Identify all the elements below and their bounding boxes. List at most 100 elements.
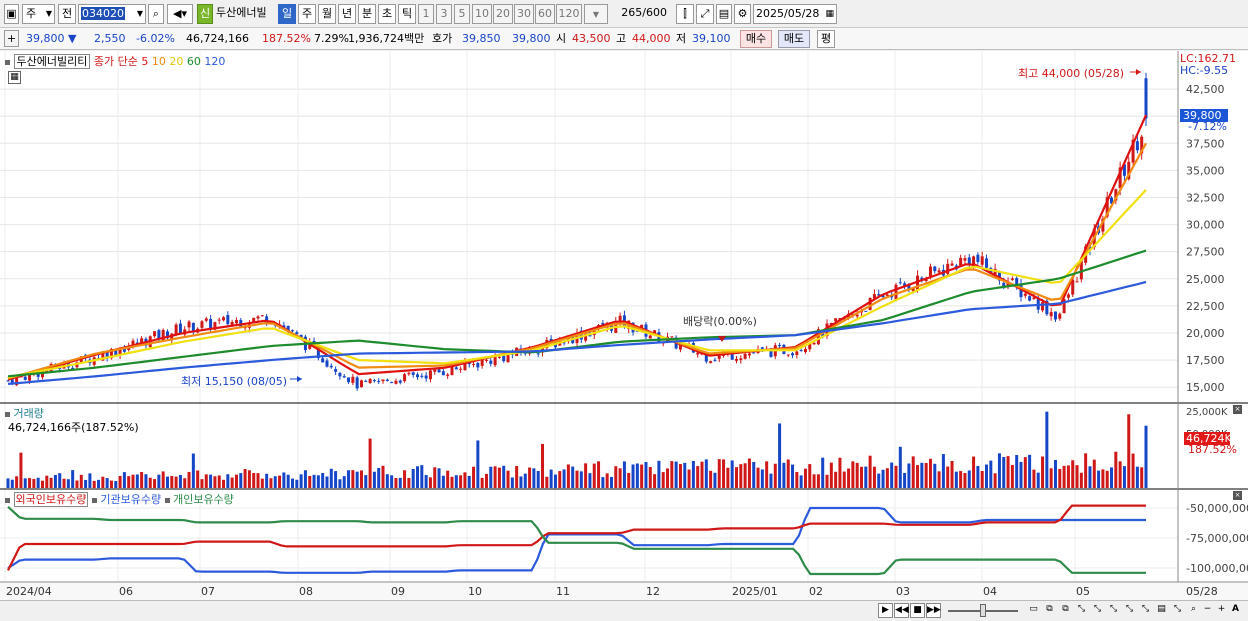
candle-body	[291, 330, 294, 332]
y-tick-label: 27,500	[1186, 246, 1225, 259]
zoom-icon[interactable]: ⌕	[1190, 604, 1197, 614]
interval-5[interactable]: 5	[454, 4, 470, 24]
stop-icon[interactable]: ■	[910, 603, 925, 618]
close-icon[interactable]: ×	[1233, 405, 1242, 414]
window-icon[interactable]: ⧉	[1062, 604, 1069, 614]
legend-individual[interactable]: 개인보유수량	[173, 493, 234, 506]
candle-body	[812, 342, 816, 345]
layout-icon[interactable]: ▭	[1029, 604, 1038, 614]
zoom-slider-handle[interactable]	[980, 604, 986, 617]
sell-button[interactable]: 매도	[778, 30, 810, 48]
calculator-icon[interactable]: ▦	[8, 71, 21, 84]
stock-chart[interactable]: 15,000 17,500 20,000 22,500 25,000 27,500 30,0…	[0, 51, 1248, 600]
period-week[interactable]: 주	[298, 4, 316, 24]
interval-20[interactable]: 20	[493, 4, 513, 24]
volume-bar	[691, 460, 695, 488]
eval-button[interactable]: 평	[817, 30, 835, 48]
ma60-label[interactable]: 60	[186, 55, 201, 68]
interval-60[interactable]: 60	[535, 4, 555, 24]
candle-body	[484, 359, 488, 361]
period-tick[interactable]: 틱	[398, 4, 416, 24]
volume-bar	[472, 466, 476, 488]
search-icon[interactable]: ⌕	[148, 4, 164, 24]
candle-icon[interactable]: ⫿	[676, 4, 694, 24]
period-day[interactable]: 일	[278, 4, 296, 24]
interval-dropdown[interactable]: ▼	[584, 4, 608, 24]
rewind-icon[interactable]: ◀◀	[894, 603, 909, 618]
volume-bar	[32, 478, 36, 488]
trend-icon[interactable]: ⤡	[1173, 604, 1182, 614]
volume-bar	[506, 470, 510, 488]
save-icon[interactable]: ▤	[716, 4, 732, 24]
candle-body	[541, 346, 545, 353]
prev-button[interactable]: 전	[58, 4, 76, 24]
candle-body	[226, 315, 230, 325]
ma10-label[interactable]: 10	[151, 55, 166, 68]
candle-body	[316, 344, 320, 359]
volume-bar	[174, 476, 178, 488]
volume-bar	[71, 470, 75, 488]
period-year[interactable]: 년	[338, 4, 356, 24]
speaker-icon[interactable]: ◀▾	[167, 4, 193, 24]
trend-icon[interactable]: ⤡	[1109, 604, 1118, 614]
legend-institution[interactable]: 기관보유수량	[100, 493, 162, 506]
period-minute[interactable]: 분	[358, 4, 376, 24]
window-icon[interactable]: ⧉	[1046, 604, 1053, 614]
volume-bar	[605, 473, 609, 488]
interval-30[interactable]: 30	[514, 4, 534, 24]
candle-body	[1058, 313, 1062, 319]
gear-icon[interactable]: ⚙	[734, 4, 751, 24]
candle-body	[972, 256, 976, 267]
play-icon[interactable]: ▶	[878, 603, 893, 618]
ma5-label[interactable]: 5	[141, 55, 149, 68]
close-icon[interactable]: ×	[1233, 491, 1242, 500]
volume-bar	[812, 474, 816, 488]
candle-body	[985, 258, 989, 268]
period-second[interactable]: 초	[378, 4, 396, 24]
volume-bar	[372, 471, 376, 488]
buy-button[interactable]: 매수	[740, 30, 772, 48]
trend-icon[interactable]: ⤡	[1141, 604, 1150, 614]
plus-icon[interactable]: +	[1217, 604, 1226, 614]
interval-10[interactable]: 10	[472, 4, 492, 24]
minus-icon[interactable]: −	[1203, 604, 1212, 614]
chart-area[interactable]: 15,000 17,500 20,000 22,500 25,000 27,500 30,0…	[0, 51, 1248, 603]
trend-icon[interactable]: ⤡	[1077, 604, 1086, 614]
plus-icon[interactable]: +	[4, 30, 19, 47]
change-pct-value: -6.02%	[136, 32, 175, 45]
legend-foreign[interactable]: 외국인보유수량	[13, 492, 89, 507]
candle-body	[101, 352, 105, 361]
volume-bar	[752, 461, 756, 488]
layout-icon[interactable]: ▣	[4, 4, 19, 24]
volume-bar	[860, 466, 863, 488]
forward-icon[interactable]: ▶▶	[926, 603, 941, 618]
volume-bar	[959, 471, 963, 488]
volume-bar	[187, 471, 191, 488]
interval-1[interactable]: 1	[418, 4, 434, 24]
candle-body	[709, 361, 713, 363]
save-icon[interactable]: ▤	[1157, 604, 1166, 614]
candle-body	[204, 318, 208, 321]
volume-bar	[989, 460, 993, 488]
data-count[interactable]: 265/600	[612, 4, 667, 24]
panel-title[interactable]: 두산에너빌리티	[13, 54, 91, 69]
ma-label[interactable]: 종가 단순	[93, 55, 138, 68]
stock-code-input[interactable]: 034020 ▼	[78, 4, 146, 24]
ma120-label[interactable]: 120	[204, 55, 226, 68]
draw-line-icon[interactable]: ⤢	[696, 4, 714, 24]
candle-body	[187, 321, 191, 328]
font-size-icon[interactable]: A	[1232, 604, 1239, 614]
date-input[interactable]: 2025/05/28 ▦	[753, 4, 837, 24]
trend-icon[interactable]: ⤡	[1093, 604, 1102, 614]
ma20-label[interactable]: 20	[169, 55, 184, 68]
interval-3[interactable]: 3	[436, 4, 452, 24]
trend-icon[interactable]: ⤡	[1125, 604, 1134, 614]
interval-120[interactable]: 120	[556, 4, 582, 24]
volume-bar	[153, 479, 157, 488]
candle-body	[1131, 139, 1135, 163]
candle-body	[299, 334, 303, 338]
market-select[interactable]: 주 ▼	[22, 4, 55, 24]
volume-bar	[398, 477, 402, 488]
volume-title[interactable]: 거래량	[13, 407, 44, 420]
period-month[interactable]: 월	[318, 4, 336, 24]
